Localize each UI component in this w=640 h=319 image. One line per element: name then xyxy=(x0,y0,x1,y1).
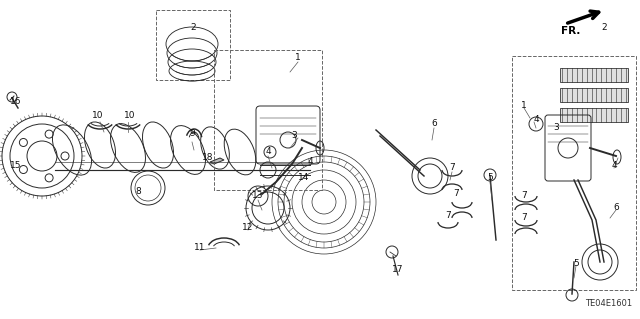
Text: 16: 16 xyxy=(10,98,22,107)
FancyBboxPatch shape xyxy=(560,68,628,82)
Text: 2: 2 xyxy=(601,24,607,33)
Text: 7: 7 xyxy=(449,164,455,173)
Bar xyxy=(512,56,636,290)
Text: 11: 11 xyxy=(195,243,205,253)
Text: 6: 6 xyxy=(613,204,619,212)
Text: 4: 4 xyxy=(307,158,313,167)
Text: 5: 5 xyxy=(573,259,579,269)
Bar xyxy=(214,50,322,190)
Text: 17: 17 xyxy=(392,265,404,275)
Text: 9: 9 xyxy=(189,130,195,138)
Text: 15: 15 xyxy=(10,161,22,170)
Text: 4: 4 xyxy=(533,115,539,124)
FancyBboxPatch shape xyxy=(560,88,628,102)
Text: 5: 5 xyxy=(487,174,493,182)
Text: 1: 1 xyxy=(521,101,527,110)
Text: FR.: FR. xyxy=(561,26,580,36)
Text: 7: 7 xyxy=(445,211,451,220)
Text: 3: 3 xyxy=(291,131,297,140)
Text: 4: 4 xyxy=(611,161,617,170)
Text: TE04E1601: TE04E1601 xyxy=(585,299,632,308)
Text: 7: 7 xyxy=(453,189,459,198)
Text: 10: 10 xyxy=(124,112,136,121)
Polygon shape xyxy=(210,158,224,164)
Text: 7: 7 xyxy=(521,213,527,222)
Text: 7: 7 xyxy=(521,191,527,201)
Text: 12: 12 xyxy=(243,224,253,233)
Bar xyxy=(156,10,230,80)
Text: 3: 3 xyxy=(553,123,559,132)
Text: 14: 14 xyxy=(298,174,310,182)
Text: 18: 18 xyxy=(202,153,214,162)
Text: 6: 6 xyxy=(431,120,437,129)
FancyBboxPatch shape xyxy=(560,108,628,122)
Text: 8: 8 xyxy=(135,188,141,197)
Text: 13: 13 xyxy=(252,191,264,201)
Text: 2: 2 xyxy=(190,24,196,33)
Text: 1: 1 xyxy=(295,54,301,63)
Text: 10: 10 xyxy=(92,112,104,121)
Text: 4: 4 xyxy=(265,147,271,157)
